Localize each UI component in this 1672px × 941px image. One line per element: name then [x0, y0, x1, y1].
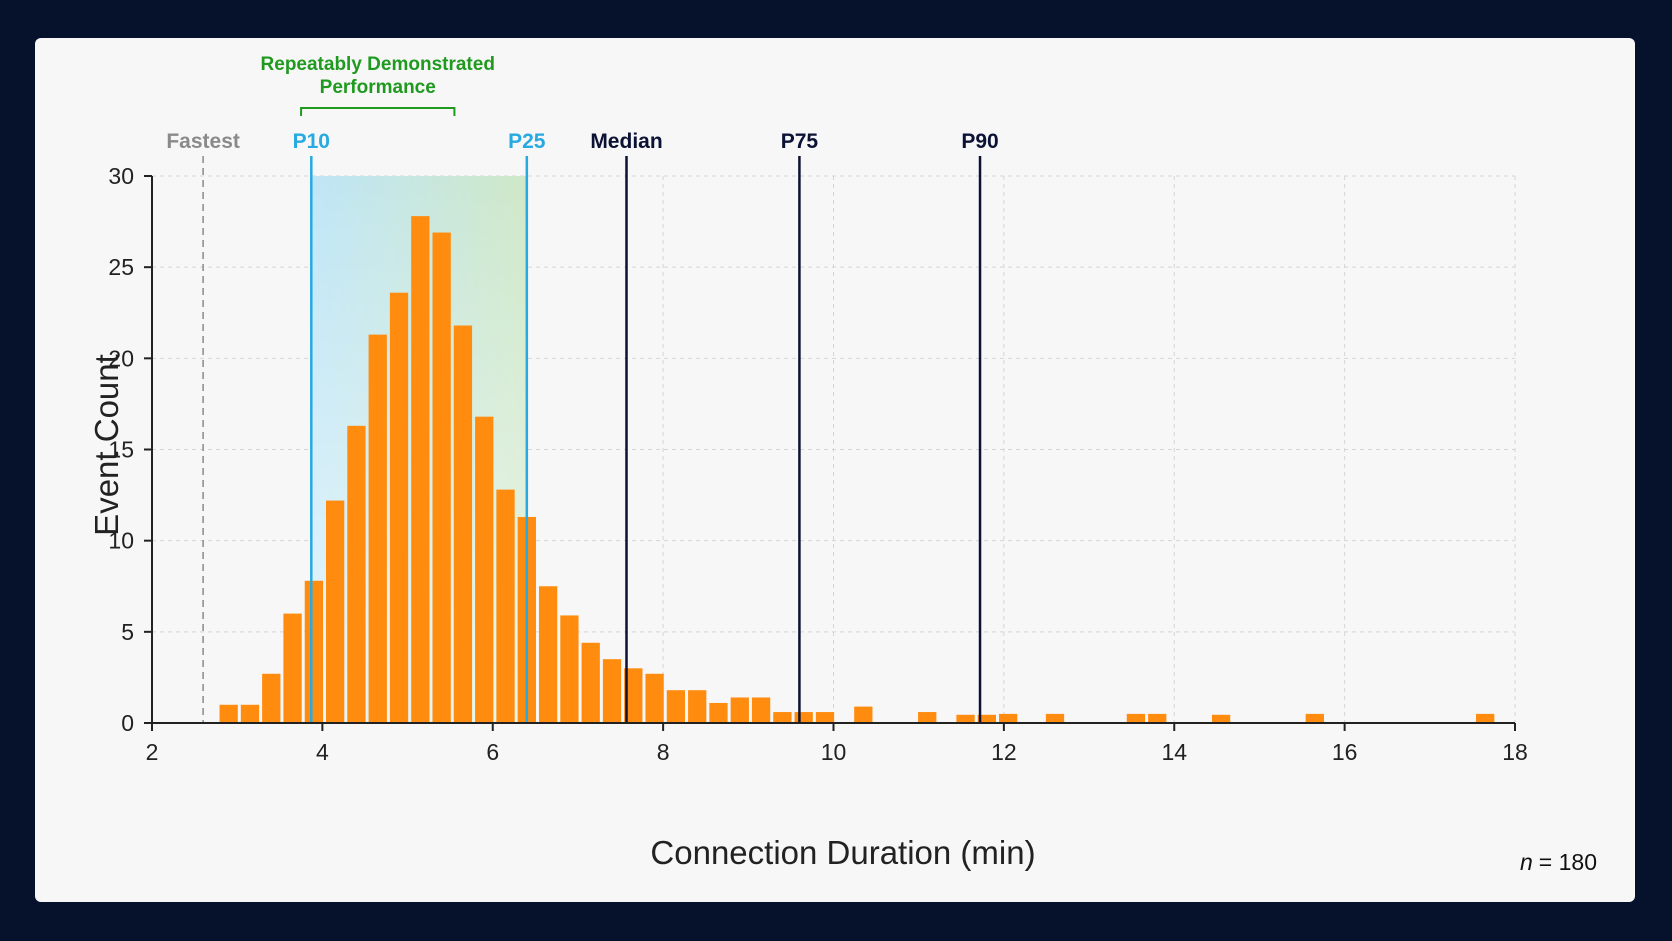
x-tick-label: 2	[146, 739, 159, 765]
marker-label-fastest: Fastest	[166, 130, 240, 153]
x-tick-label: 12	[991, 739, 1017, 765]
y-tick-label: 20	[108, 345, 134, 371]
annotation-bracket	[300, 107, 456, 116]
histogram-bar	[581, 642, 600, 723]
x-tick-label: 10	[821, 739, 847, 765]
y-axis-title: Event Count	[88, 354, 125, 536]
histogram-bar	[794, 712, 813, 723]
annotation-line-2: Performance	[320, 77, 436, 98]
histogram-bar	[709, 702, 728, 723]
histogram-bar	[219, 704, 238, 723]
x-axis-title: Connection Duration (min)	[650, 834, 1035, 871]
axes: 2 4 6 8 10 12 14 16 18 0 5 10 15 20 25 30	[108, 163, 1527, 765]
histogram-bar	[326, 500, 345, 723]
histogram-bar	[432, 232, 451, 724]
histogram-bar	[730, 697, 749, 723]
x-tick-label: 14	[1161, 739, 1187, 765]
histogram-bar	[475, 416, 494, 723]
marker-label-p25: P25	[508, 130, 546, 153]
marker-label-p10: P10	[293, 130, 330, 153]
sample-size-note: n = 180	[1520, 849, 1597, 875]
y-tick-label: 5	[121, 619, 134, 645]
histogram-bar	[918, 712, 937, 723]
marker-label-p90: P90	[961, 130, 998, 153]
histogram-chart: Fastest P10 P25 Median P75 P90 2 4 6 8 10 12 14 16 18…	[88, 54, 1597, 875]
histogram-bar	[1305, 713, 1324, 723]
histogram-bar	[1211, 714, 1231, 723]
y-tick-label: 15	[108, 437, 134, 463]
histogram-bar	[262, 673, 281, 723]
y-tick-label: 0	[121, 710, 134, 736]
x-tick-label: 18	[1502, 739, 1528, 765]
histogram-bar	[624, 668, 643, 723]
histogram-bar	[411, 216, 430, 723]
histogram-bar	[645, 673, 664, 723]
histogram-bar	[283, 613, 302, 723]
histogram-bar	[998, 713, 1018, 723]
annotation-repeatable-performance: Repeatably Demonstrated Performance	[261, 54, 495, 116]
x-tick-label: 6	[486, 739, 499, 765]
histogram-bar	[453, 325, 473, 723]
histogram-bar	[496, 489, 515, 723]
histogram-bar	[347, 425, 366, 723]
histogram-bar	[854, 706, 873, 723]
marker-label-median: Median	[590, 130, 662, 153]
histogram-bar	[1126, 713, 1146, 723]
histogram-bar	[1476, 713, 1495, 723]
histogram-bar	[240, 704, 260, 723]
x-tick-label: 8	[657, 739, 670, 765]
histogram-bar	[368, 334, 387, 723]
y-tick-label: 25	[108, 254, 134, 280]
histogram-bar	[666, 690, 686, 723]
histogram-bar	[815, 712, 835, 723]
x-tick-label: 16	[1332, 739, 1358, 765]
chart-panel: Fastest P10 P25 Median P75 P90 2 4 6 8 10 12 14 16 18…	[35, 38, 1635, 902]
histogram-bar	[977, 714, 996, 723]
percentile-markers: Fastest P10 P25 Median P75 P90	[166, 130, 999, 723]
histogram-bar	[956, 714, 975, 723]
sample-size-n: n	[1520, 849, 1533, 875]
histogram-bar	[1045, 713, 1065, 723]
y-tick-label: 30	[108, 163, 134, 189]
y-tick-label: 10	[108, 528, 134, 554]
histogram-bar	[751, 697, 771, 723]
annotation-line-1: Repeatably Demonstrated	[261, 54, 495, 75]
histogram-bar	[304, 580, 324, 723]
histogram-bar	[773, 712, 792, 723]
histogram-bar	[1148, 713, 1167, 723]
sample-size-value: = 180	[1539, 849, 1597, 875]
x-tick-label: 4	[316, 739, 329, 765]
histogram-bar	[602, 659, 622, 723]
histogram-bar	[538, 586, 558, 723]
histogram-bar	[389, 292, 409, 723]
histogram-bar	[688, 690, 707, 723]
histogram-bar	[560, 615, 579, 723]
marker-label-p75: P75	[781, 130, 819, 153]
